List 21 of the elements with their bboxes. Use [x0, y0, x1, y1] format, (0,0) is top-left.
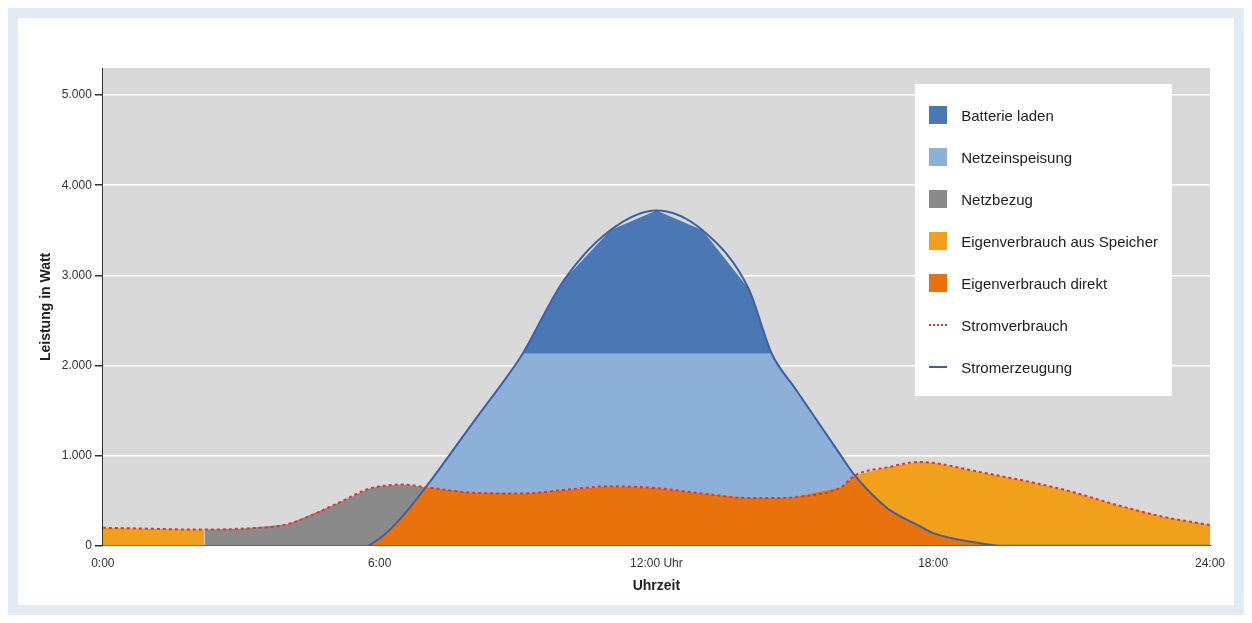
y-axis-title: Leistung in Watt: [37, 252, 54, 362]
y-tick-label: 4.000: [61, 177, 93, 192]
y-tick-label: 1.000: [61, 447, 93, 462]
x-tick-label: 18:00: [918, 556, 949, 571]
x-tick-label: 0:00: [91, 556, 115, 571]
y-tick-label: 3.000: [61, 267, 93, 282]
x-tick-label: 6:00: [367, 556, 392, 571]
x-tick-label: 12:00 Uhr: [630, 556, 683, 571]
y-tick-label: 0: [85, 538, 93, 553]
legend-label: Netzeinspeisung: [961, 148, 1073, 166]
legend-label: Stromverbrauch: [961, 316, 1068, 334]
x-tick-label: 24:00: [1194, 556, 1226, 571]
legend-label: Eigenverbrauch aus Speicher: [961, 232, 1158, 250]
legend-label: Batterie laden: [961, 106, 1054, 124]
y-tick-label: 5.000: [61, 87, 93, 102]
legend-label: Eigenverbrauch direkt: [961, 274, 1108, 292]
y-tick-label: 2.000: [61, 357, 93, 372]
x-axis-title: Uhrzeit: [632, 577, 681, 594]
legend-label: Netzbezug: [961, 190, 1033, 208]
line-series: [102, 460, 1210, 531]
legend-label: Stromerzeugung: [961, 358, 1073, 376]
